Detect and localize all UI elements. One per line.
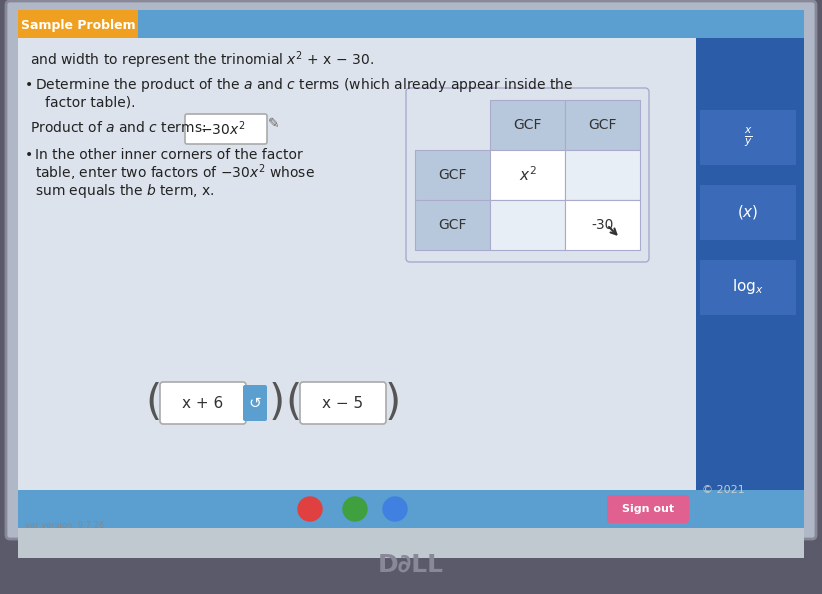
Text: In the other inner corners of the factor: In the other inner corners of the factor	[35, 148, 302, 162]
Text: x + 6: x + 6	[182, 396, 224, 410]
Bar	[565, 200, 640, 250]
Bar	[490, 150, 565, 200]
FancyBboxPatch shape	[243, 385, 267, 421]
Text: GCF: GCF	[513, 118, 542, 132]
Text: $\frac{x}{y}$: $\frac{x}{y}$	[744, 125, 752, 148]
Text: ): )	[385, 382, 401, 424]
Bar	[700, 185, 796, 240]
FancyBboxPatch shape	[185, 114, 267, 144]
Text: (: (	[285, 382, 301, 424]
Bar	[700, 110, 796, 165]
Text: D∂LL: D∂LL	[378, 553, 444, 577]
Bar	[18, 10, 138, 38]
Text: GCF: GCF	[438, 218, 467, 232]
Bar	[700, 260, 796, 315]
Bar	[490, 200, 565, 250]
Text: $-30x^2$: $-30x^2$	[201, 120, 246, 138]
Text: ): )	[269, 382, 285, 424]
Bar	[490, 100, 565, 150]
FancyBboxPatch shape	[607, 495, 689, 523]
Text: Sign out: Sign out	[622, 504, 674, 514]
Text: ↺: ↺	[248, 396, 261, 410]
Text: Determine the product of the $\mathit{a}$ and $\mathit{c}$ terms (which already : Determine the product of the $\mathit{a}…	[35, 76, 573, 94]
Text: -30: -30	[591, 218, 614, 232]
Bar	[18, 10, 804, 38]
Text: GCF: GCF	[589, 118, 616, 132]
Text: ver version: 9.7.26: ver version: 9.7.26	[25, 520, 104, 529]
Bar	[696, 38, 804, 490]
Text: Product of $\mathit{a}$ and $\mathit{c}$ terms:: Product of $\mathit{a}$ and $\mathit{c}$…	[30, 121, 206, 135]
Text: (: (	[145, 382, 161, 424]
Bar	[565, 150, 640, 200]
Circle shape	[298, 497, 322, 521]
Text: •: •	[25, 148, 33, 162]
Text: factor table).: factor table).	[45, 96, 136, 110]
Text: GCF: GCF	[438, 168, 467, 182]
FancyBboxPatch shape	[160, 382, 246, 424]
Text: x − 5: x − 5	[322, 396, 363, 410]
Bar	[565, 100, 640, 150]
Bar	[18, 528, 804, 558]
Bar	[18, 10, 804, 530]
Bar	[415, 200, 490, 250]
Text: Sample Problem: Sample Problem	[21, 18, 136, 31]
Circle shape	[343, 497, 367, 521]
Circle shape	[383, 497, 407, 521]
Text: sum equals the $\mathit{b}$ term, x.: sum equals the $\mathit{b}$ term, x.	[35, 182, 215, 200]
Text: and width to represent the trinomial $x^2$ + x − 30.: and width to represent the trinomial $x^…	[30, 49, 374, 71]
FancyBboxPatch shape	[300, 382, 386, 424]
Text: ✎: ✎	[268, 117, 279, 131]
Text: $x^2$: $x^2$	[519, 166, 537, 184]
Bar	[18, 490, 804, 528]
Text: © 2021: © 2021	[702, 485, 745, 495]
Bar	[415, 150, 490, 200]
Text: $(x)$: $(x)$	[737, 203, 759, 221]
Text: $\log_x$: $\log_x$	[732, 277, 764, 296]
Bar	[18, 38, 696, 490]
FancyBboxPatch shape	[6, 1, 816, 539]
Text: table, enter two factors of $-30x^2$ whose: table, enter two factors of $-30x^2$ who…	[35, 163, 315, 184]
Text: •: •	[25, 78, 33, 92]
